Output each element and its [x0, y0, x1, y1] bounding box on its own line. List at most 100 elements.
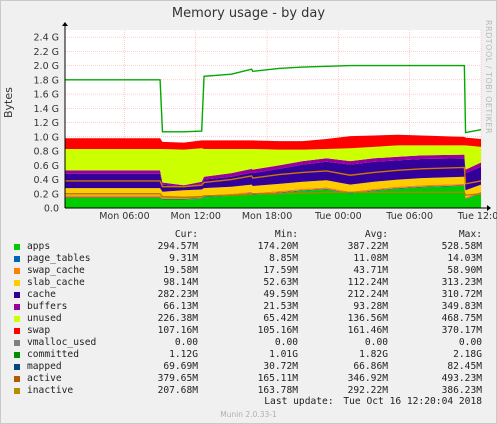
- legend-name: active: [27, 373, 62, 384]
- legend-swatch: [14, 328, 20, 334]
- legend-swatch: [14, 352, 20, 358]
- legend-cur: 9.31M: [169, 253, 198, 264]
- legend-swatch: [14, 244, 20, 250]
- y-tick-label: 1.6 G: [34, 90, 60, 101]
- legend-cur: 107.16M: [157, 325, 198, 336]
- legend-row-inactive: inactive 207.68M 163.78M 292.22M 386.23M: [12, 385, 490, 397]
- legend-swatch: [14, 376, 20, 382]
- chart-title: Memory usage - by day: [171, 6, 326, 21]
- y-tick-label: 0.8 G: [34, 147, 60, 158]
- legend-row-vmalloc-used: vmalloc_used 0.00 0.00 0.00 0.00: [12, 337, 490, 349]
- legend-row-unused: unused 226.38M 65.42M 136.56M 468.75M: [12, 313, 490, 325]
- last-update: Last update: Tue Oct 16 12:20:04 2018: [260, 396, 482, 407]
- line-active: [65, 166, 482, 188]
- legend-avg: 11.08M: [353, 253, 388, 264]
- legend-avg: 93.28M: [353, 301, 388, 312]
- legend-avg: 387.22M: [347, 241, 388, 252]
- x-tick-label: Mon 12:00: [171, 211, 221, 222]
- legend-swatch: [14, 340, 20, 346]
- legend-name: unused: [27, 313, 62, 324]
- legend-row-active: active 379.65M 165.11M 346.92M 493.23M: [12, 373, 490, 385]
- y-tick-label: 1.4 G: [34, 104, 60, 115]
- legend-name: mapped: [27, 361, 62, 372]
- legend-swatch: [14, 292, 20, 298]
- legend-row-page-tables: page_tables 9.31M 8.85M 11.08M 14.03M: [12, 253, 490, 265]
- legend-swatch: [14, 316, 20, 322]
- legend-max: 2.18G: [453, 349, 482, 360]
- legend-row-buffers: buffers 66.13M 21.53M 93.28M 349.83M: [12, 301, 490, 313]
- legend-min: 21.53M: [263, 301, 298, 312]
- legend-max: 82.45M: [447, 361, 482, 372]
- legend-swatch: [14, 256, 20, 262]
- legend-avg: 136.56M: [347, 313, 388, 324]
- legend-name: committed: [27, 349, 79, 360]
- y-tick-label: 2.4 G: [34, 33, 60, 44]
- legend-name: vmalloc_used: [27, 337, 97, 348]
- legend-name: apps: [27, 241, 51, 252]
- legend-cur: 294.57M: [157, 241, 198, 252]
- header-min: Min:: [274, 229, 298, 240]
- legend-cur: 66.13M: [163, 301, 198, 312]
- legend-cur: 379.65M: [157, 373, 198, 384]
- legend-cur: 0.00: [174, 337, 198, 348]
- area-page-tables: [65, 185, 481, 200]
- legend-cur: 282.23M: [157, 289, 198, 300]
- munin-version: Munin 2.0.33-1: [220, 410, 277, 419]
- legend-name: swap: [27, 325, 51, 336]
- legend-name: slab_cache: [27, 277, 85, 288]
- y-tick-label: 1.2 G: [34, 118, 60, 129]
- line-committed: [65, 64, 482, 134]
- legend-max: 528.58M: [441, 241, 482, 252]
- legend-cur: 1.12G: [169, 349, 198, 360]
- legend-min: 163.78M: [257, 385, 298, 396]
- legend-row-cache: cache 282.23M 49.59M 212.24M 310.72M: [12, 289, 490, 301]
- y-tick-label: 0.6 G: [34, 161, 60, 172]
- legend-min: 105.16M: [257, 325, 298, 336]
- legend-avg: 66.86M: [353, 361, 388, 372]
- legend-max: 0.00: [458, 337, 482, 348]
- legend-swatch: [14, 364, 20, 370]
- legend-row-mapped: mapped 69.69M 30.72M 66.86M 82.45M: [12, 361, 490, 373]
- header-max: Max:: [458, 229, 482, 240]
- legend-table: Cur: Min: Avg: Max: apps 294.57M 174.20M 38…: [12, 229, 490, 397]
- legend-max: 468.75M: [441, 313, 482, 324]
- legend-row-slab-cache: slab_cache 98.14M 52.63M 112.24M 313.23M: [12, 277, 490, 289]
- legend-min: 174.20M: [257, 241, 298, 252]
- legend-avg: 1.82G: [359, 349, 388, 360]
- y-tick-label: 0.0: [44, 204, 59, 215]
- legend-name: page_tables: [27, 253, 91, 264]
- legend-max: 14.03M: [447, 253, 482, 264]
- y-tick-label: 1.0 G: [34, 132, 60, 143]
- y-tick-label: 2.0 G: [34, 61, 60, 72]
- x-tick-label: Tue 12:00: [457, 211, 497, 222]
- area-swap: [65, 134, 481, 150]
- legend-name: inactive: [27, 385, 74, 396]
- area-slab-cache: [65, 176, 481, 198]
- area-apps: [65, 185, 481, 208]
- legend-row-swap-cache: swap_cache 19.58M 17.59M 43.71M 58.90M: [12, 265, 490, 277]
- legend-name: buffers: [27, 301, 68, 312]
- x-axis-arrow: [487, 205, 491, 211]
- y-tick-label: 2.2 G: [34, 47, 60, 58]
- legend-name: cache: [27, 289, 56, 300]
- legend-row-committed: committed 1.12G 1.01G 1.82G 2.18G: [12, 349, 490, 361]
- rrdtool-credit: RRDTOOL / TOBI OETIKER: [484, 20, 493, 135]
- legend-max: 58.90M: [447, 265, 482, 276]
- legend-row-swap: swap 107.16M 105.16M 161.46M 370.17M: [12, 325, 490, 337]
- legend-avg: 212.24M: [347, 289, 388, 300]
- line-inactive: [65, 191, 482, 199]
- legend-max: 386.23M: [441, 385, 482, 396]
- legend-cur: 207.68M: [157, 385, 198, 396]
- legend-min: 0.00: [274, 337, 298, 348]
- x-tick-label: Tue 06:00: [385, 211, 433, 222]
- x-tick-label: Mon 06:00: [99, 211, 149, 222]
- x-tick-label: Mon 18:00: [242, 211, 292, 222]
- header-avg: Avg:: [364, 229, 388, 240]
- last-update-label: Last update:: [264, 396, 334, 407]
- legend-avg: 0.00: [364, 337, 388, 348]
- legend-swatch: [14, 280, 20, 286]
- header-cur: Cur:: [174, 229, 198, 240]
- legend-cur: 19.58M: [163, 265, 198, 276]
- legend-min: 165.11M: [257, 373, 298, 384]
